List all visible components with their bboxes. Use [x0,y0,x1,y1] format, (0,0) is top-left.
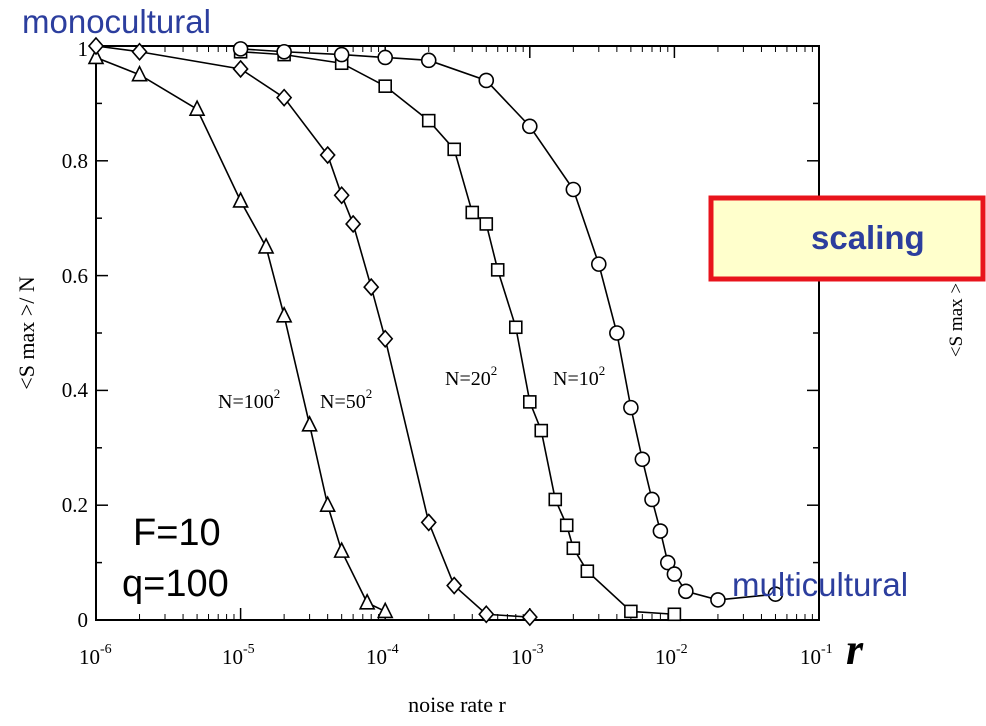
data-point-square [447,142,461,157]
y-tick-label-0.6: 0.6 [62,264,88,288]
data-point-circle [377,49,394,66]
data-point-diamond [319,145,336,165]
data-point-square [534,423,549,438]
data-point-circle [521,118,538,135]
x-tick-label-1e-4: 10-4 [366,642,399,669]
data-point-diamond [345,214,362,234]
data-point-diamond [521,607,538,627]
data-point-circle [666,566,683,582]
x-tick-label-1e-6: 10-6 [79,642,112,669]
data-point-circle [420,52,437,69]
data-point-diamond [446,576,463,595]
data-point-circle [710,592,726,608]
plot-frame [95,45,820,621]
data-point-circle [659,554,676,571]
y-tick-label-0.2: 0.2 [62,493,88,517]
data-point-circle [232,41,249,57]
data-point-circle [767,586,784,602]
data-point-square [508,320,523,335]
data-point-circle [634,451,651,468]
data-point-triangle [358,592,376,610]
data-point-triangle [319,495,336,513]
params-f-label: F=10 [133,512,221,554]
params-q-label: q=100 [122,563,229,605]
data-point-triangle [232,191,249,208]
series-label-n10: N=102 [553,363,605,390]
data-point-diamond [276,88,293,107]
data-point-circle [276,43,292,60]
data-point-square [580,564,595,579]
x-tick-labels: 10-6 10-5 10-4 10-3 10-2 10-1 [79,642,833,669]
data-point-triangle [87,47,105,65]
data-point-diamond [478,605,495,624]
data-point-diamond [420,513,437,532]
y-tick-label-1: 1 [78,37,89,61]
series-triangle [87,47,394,619]
data-point-triangle [131,64,148,82]
series-label-n50: N=502 [320,386,372,413]
data-point-square [566,541,581,556]
data-point-square [624,604,638,619]
data-point-square [465,205,480,220]
data-point-triangle [275,305,293,323]
series-label-n20: N=202 [445,363,497,390]
y-axis-label: <S max >/ N [14,276,39,390]
x-tick-label-1e-5: 10-5 [222,642,255,669]
series-layer [87,36,784,627]
scaling-callout-text: scaling [811,219,925,256]
data-point-diamond [333,186,350,205]
data-point-circle [652,523,669,539]
data-point-square [479,217,494,231]
data-point-diamond [232,59,249,79]
y-tick-label-0: 0 [78,608,89,632]
data-point-circle [333,46,350,63]
series-circle [232,41,784,608]
data-point-circle [590,256,607,272]
data-point-square [548,492,563,507]
data-point-square [421,113,436,128]
data-point-circle [565,181,582,198]
data-point-diamond [363,277,380,297]
x-tick-label-1e-3: 10-3 [511,642,544,669]
data-point-square [667,607,682,622]
data-point-triangle [333,541,350,558]
data-point-square [522,395,537,409]
data-point-diamond [87,36,105,56]
monocultural-label: monocultural [22,3,211,40]
data-point-square [559,518,574,533]
r-symbol: r [846,625,864,674]
series-label-n100: N=1002 [218,386,280,413]
data-point-triangle [188,99,206,116]
x-axis-label: noise rate r [408,692,506,717]
x-tick-label-1e-1: 10-1 [800,642,833,669]
data-point-square [490,263,505,277]
data-point-square [378,79,393,93]
scaling-callout-box [708,195,986,282]
y-tick-label-0.8: 0.8 [62,149,88,173]
multicultural-label: multicultural [732,566,908,603]
data-point-circle [623,399,639,416]
data-point-circle [644,491,660,508]
data-point-triangle [301,415,318,432]
y-tick-labels: 0 0.2 0.4 0.6 0.8 1 [62,37,89,632]
series-labels: N=1002 N=502 N=202 N=102 [218,363,605,413]
y-tick-label-0.4: 0.4 [62,378,89,402]
data-point-diamond [377,329,394,348]
data-point-triangle [257,237,275,254]
x-tick-label-1e-2: 10-2 [655,642,688,669]
series-diamond [87,36,538,627]
data-point-triangle [376,601,394,619]
cropped-ylabel-fragment: <S max > [946,283,967,357]
data-point-circle [609,325,625,341]
data-point-circle [478,72,495,89]
data-point-circle [678,583,694,600]
data-point-diamond [131,42,148,61]
